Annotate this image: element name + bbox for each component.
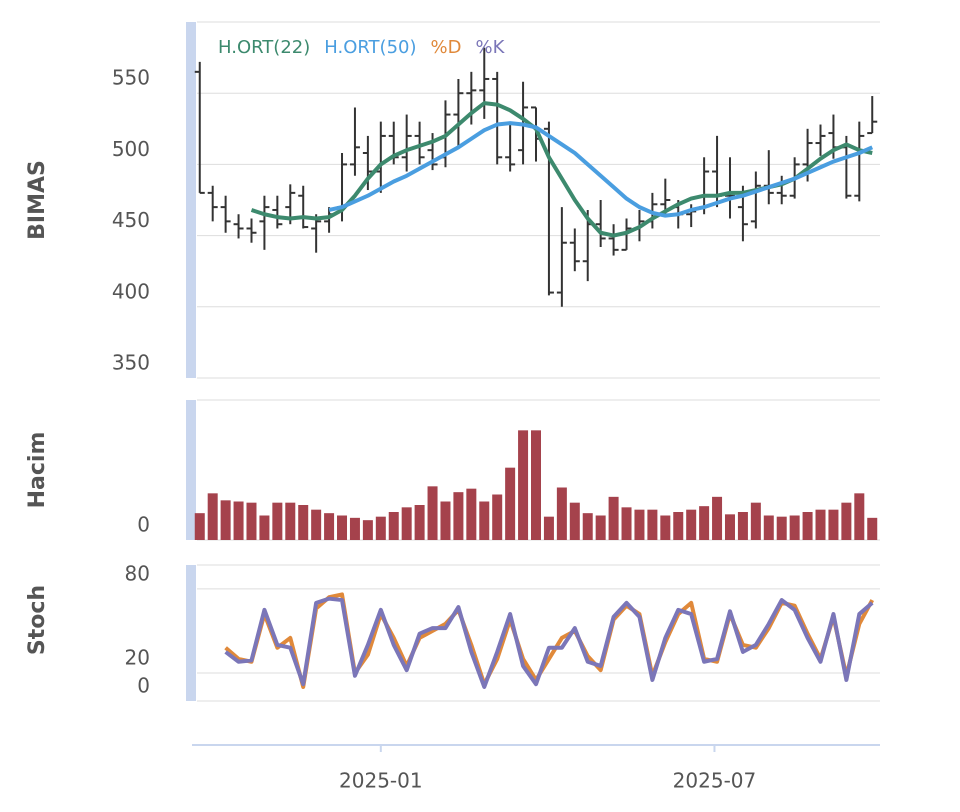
bar (686, 509, 697, 540)
bar (867, 517, 878, 540)
bar (776, 516, 787, 540)
bar (841, 502, 852, 540)
x-tick-label: 2025-01 (339, 769, 423, 793)
bar (531, 430, 541, 540)
bar (543, 516, 554, 540)
bar (634, 509, 645, 540)
y-tick-label: 20 (125, 645, 150, 669)
bar (505, 467, 516, 540)
y-tick-label: 550 (112, 66, 150, 90)
y-axis-title: Stoch (25, 585, 50, 655)
bar (673, 512, 684, 540)
bar (789, 515, 800, 540)
bar (233, 501, 244, 540)
bar (207, 493, 218, 540)
y-tick-label: 80 (125, 561, 150, 585)
bar (324, 513, 335, 540)
bar (285, 502, 296, 540)
bar (246, 502, 257, 540)
bar (349, 517, 360, 540)
bar (337, 515, 348, 540)
bar (298, 505, 309, 540)
bar (712, 496, 723, 540)
legend-entry: %K (475, 37, 505, 58)
bar (194, 513, 205, 540)
bar (272, 502, 283, 540)
bar (414, 505, 425, 540)
bar (569, 502, 580, 540)
bar (259, 515, 270, 540)
series-line (224, 596, 874, 689)
bar (815, 509, 826, 540)
bar (828, 509, 839, 540)
bar (660, 515, 671, 540)
y-tick-label: 400 (112, 279, 150, 303)
bar (375, 516, 386, 540)
legend-entry: H.ORT(50) (324, 37, 416, 58)
bar (608, 496, 619, 540)
series-line (328, 121, 874, 218)
y-tick-label: 350 (112, 351, 150, 375)
bar (388, 512, 399, 540)
bar (854, 493, 865, 540)
bar (595, 515, 606, 540)
y-tick-label: 0 (137, 513, 150, 537)
y-tick-label: 500 (112, 137, 150, 161)
bar (647, 509, 658, 540)
y-axis-title: Hacim (25, 432, 50, 509)
panel-bar (186, 400, 196, 540)
legend-entry: H.ORT(22) (218, 37, 310, 58)
bar (750, 502, 761, 540)
y-axis-title: BIMAS (25, 160, 50, 240)
bar (492, 494, 503, 540)
bar (518, 430, 529, 540)
bar (311, 509, 322, 540)
legend-entry: %D (431, 37, 462, 58)
bar (362, 520, 373, 540)
bar (556, 487, 567, 540)
bar (479, 501, 490, 540)
panel-bar (186, 22, 196, 378)
bar (401, 507, 412, 540)
x-tick-label: 2025-07 (673, 769, 757, 793)
bar (802, 512, 813, 540)
bar (699, 506, 710, 540)
bar (440, 501, 451, 540)
y-tick-label: 0 (137, 674, 150, 698)
y-tick-label: 450 (112, 208, 150, 232)
bar (621, 507, 632, 540)
bar (582, 513, 593, 540)
bar (466, 488, 477, 540)
bar (453, 492, 464, 540)
bar (427, 486, 438, 540)
bar (724, 514, 735, 540)
bar (220, 500, 231, 540)
bar (763, 515, 774, 540)
bar (737, 512, 748, 540)
panel-bar (186, 565, 196, 701)
